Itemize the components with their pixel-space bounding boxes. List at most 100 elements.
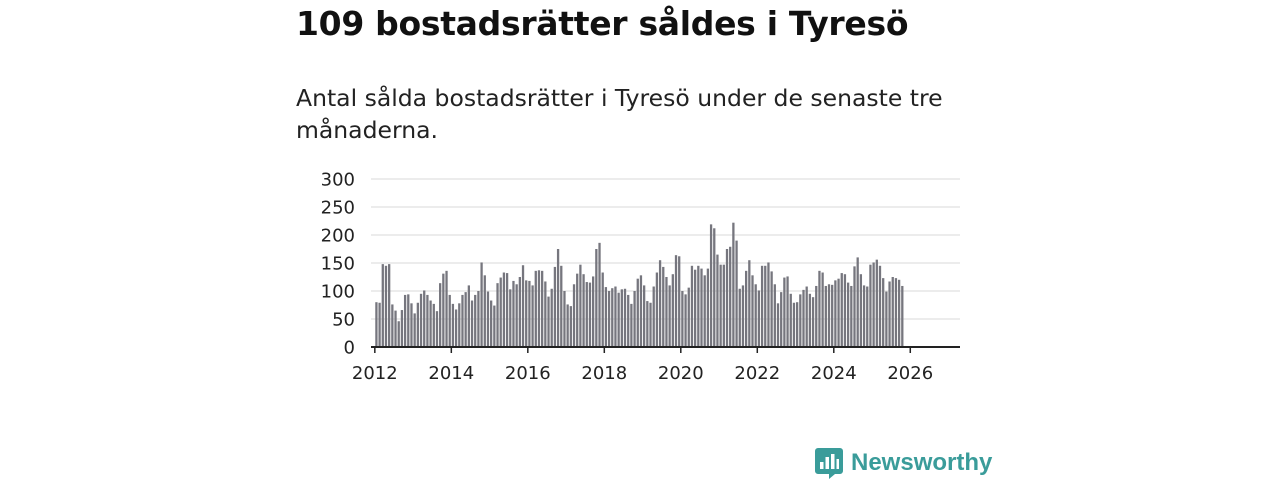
bar [837,278,840,347]
bar [486,291,490,347]
y-tick-label: 50 [332,310,355,331]
bar [595,249,598,347]
x-tick-label: 2022 [734,363,780,384]
bar [783,277,786,347]
bar [872,262,875,347]
bar [831,284,834,347]
bar [496,283,499,347]
bar-chart: 0 50 100 150 200 250 300 2012 2014 2016 2018 2020 20… [321,170,960,384]
bar [569,306,572,347]
bar [671,274,674,347]
bar [882,278,885,347]
bar [403,294,407,347]
bar [388,264,391,347]
bar [738,288,741,347]
bar [439,283,442,347]
bar [821,272,824,347]
bar [633,291,636,347]
bar [732,222,735,347]
bar [445,270,448,347]
bar [846,282,850,347]
bar [553,266,557,347]
bar [789,293,792,347]
bar [531,285,534,347]
bar [815,285,818,347]
x-tick-label: 2012 [352,363,398,384]
bar [722,264,725,347]
bar [719,264,722,347]
bar [760,265,764,347]
bar [384,265,388,347]
bar [735,240,738,347]
bar [690,265,694,347]
bar [748,260,751,347]
bar [467,285,470,347]
bar [544,281,547,347]
bar [426,294,429,347]
bar [700,268,703,347]
x-tick-label: 2026 [887,363,933,384]
bar [474,294,477,347]
bar [840,273,843,347]
bar [607,291,611,347]
bar [375,302,378,347]
bar [639,275,643,347]
brand-name: Newsworthy [851,449,993,476]
bar [662,266,665,347]
bar [649,302,652,347]
bar [566,304,569,347]
bar [391,304,394,347]
bar [741,285,745,347]
bar [464,292,467,347]
bar [432,303,435,347]
bar [665,277,668,347]
bar [509,289,512,347]
bar [875,259,878,347]
x-tick-label: 2020 [658,363,704,384]
bar [658,260,662,347]
bar [646,301,649,347]
bar [483,275,486,347]
bar [652,286,655,347]
bar [827,284,831,347]
bar [681,291,684,347]
bar [834,280,837,347]
bar [611,288,614,347]
bar [620,289,623,347]
bar [850,285,853,347]
bar [502,272,506,347]
y-tick-label: 0 [344,338,355,359]
bar [751,275,754,347]
x-tick-label: 2016 [505,363,551,384]
bar [885,291,888,347]
bar [592,276,595,347]
bar [862,285,866,347]
x-tick-label: 2024 [811,363,857,384]
bar [799,294,802,347]
bar [461,294,464,347]
bar [505,273,509,347]
chart-subtitle: Antal sålda bostadsrätter i Tyresö under… [296,84,943,144]
bar [442,273,445,347]
bar [563,291,566,347]
bar [604,287,608,347]
bar [697,265,700,347]
bar [416,302,419,347]
bar [429,300,432,347]
bar [655,272,659,347]
bar [824,285,827,347]
bar [888,281,891,347]
bar [693,269,697,347]
bar [716,254,719,347]
bar [413,313,416,347]
bar [588,282,592,347]
bar [703,275,706,347]
bar [537,270,541,347]
bar [435,311,439,347]
bar [627,294,630,347]
bar [480,262,483,347]
y-tick-label: 150 [321,254,355,275]
bar [754,284,757,347]
bar [811,297,815,347]
bar [601,272,604,347]
